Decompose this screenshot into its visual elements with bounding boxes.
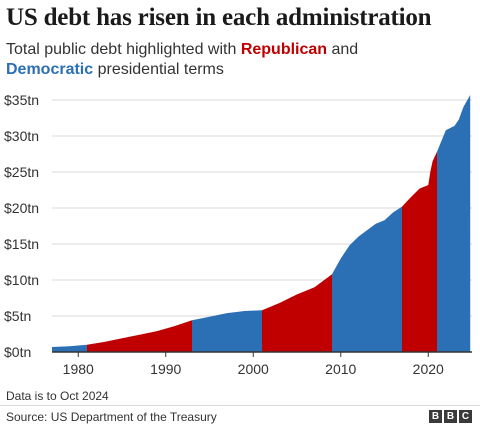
- y-tick-label: $15tn: [4, 236, 39, 252]
- chart-title: US debt has risen in each administration: [6, 4, 432, 31]
- area-republican-2001: [262, 274, 332, 352]
- bbc-logo-letter-2: B: [444, 410, 457, 423]
- y-tick-label: $25tn: [4, 164, 39, 180]
- x-tick-label: 2010: [325, 361, 356, 377]
- bbc-logo: B B C: [429, 410, 472, 423]
- data-note: Data is to Oct 2024: [6, 389, 109, 403]
- y-tick-label: $20tn: [4, 200, 39, 216]
- x-tick-label: 1990: [150, 361, 181, 377]
- area-democratic-1993: [192, 310, 262, 352]
- chart-subtitle: Total public debt highlighted with Repub…: [6, 40, 466, 80]
- area-democratic-2021: [437, 95, 471, 352]
- subtitle-and: and: [327, 41, 359, 58]
- debt-area-chart: $0tn $5tn $10tn $15tn $20tn $25tn $30tn $35tn 19…: [4, 92, 472, 377]
- area-democratic-1977: [52, 344, 87, 352]
- x-tick-label: 2000: [238, 361, 269, 377]
- subtitle-republican: Republican: [240, 41, 328, 58]
- y-tick-label: $5tn: [4, 308, 31, 324]
- area-republican-2017: [402, 151, 437, 352]
- bbc-logo-letter-1: B: [429, 410, 442, 423]
- subtitle-suffix: presidential terms: [93, 61, 224, 78]
- y-tick-label: $10tn: [4, 272, 39, 288]
- footer-divider: [0, 405, 480, 406]
- y-tick-label: $0tn: [4, 344, 31, 360]
- source-text: Source: US Department of the Treasury: [6, 410, 217, 424]
- subtitle-democratic: Democratic: [6, 61, 94, 78]
- y-tick-label: $30tn: [4, 128, 39, 144]
- subtitle-prefix: Total public debt highlighted with: [6, 41, 241, 58]
- y-tick-label: $35tn: [4, 92, 39, 108]
- x-tick-label: 2020: [413, 361, 444, 377]
- bbc-logo-letter-3: C: [459, 410, 472, 423]
- area-republican-1981: [87, 320, 192, 352]
- x-tick-label: 1980: [63, 361, 94, 377]
- area-democratic-2009: [332, 206, 402, 352]
